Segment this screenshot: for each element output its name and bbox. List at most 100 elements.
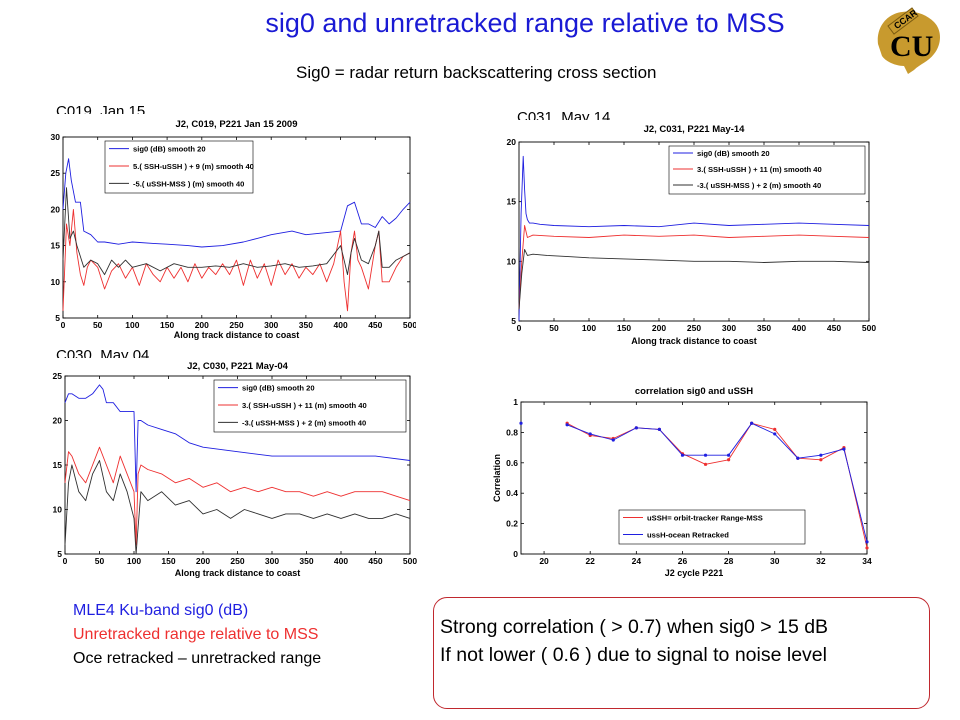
- chart-title: J2, C019, P221 Jan 15 2009: [175, 119, 297, 130]
- page-title: sig0 and unretracked range relative to M…: [265, 8, 785, 38]
- subtitle: Sig0 = radar return backscattering cross…: [296, 63, 657, 82]
- x-tick-label: 22: [585, 556, 595, 566]
- series-line: [518, 248, 870, 310]
- x-tick-label: 350: [299, 320, 313, 330]
- data-point: [588, 432, 592, 436]
- x-tick-label: 500: [403, 556, 417, 566]
- legend-label: -5.( uSSH-MSS ) (m) smooth 40: [133, 179, 244, 188]
- y-tick-label: 0.2: [506, 519, 518, 529]
- data-point: [611, 438, 615, 442]
- data-point: [703, 462, 708, 466]
- series-line: [518, 155, 870, 322]
- y-tick-label: 0: [513, 549, 518, 559]
- series-line: [64, 460, 411, 555]
- x-tick-label: 250: [687, 323, 701, 333]
- bottom-legend-sig0: MLE4 Ku-band sig0 (dB): [73, 602, 249, 619]
- x-axis-label: Along track distance to coast: [631, 336, 757, 346]
- x-tick-label: 300: [264, 320, 278, 330]
- y-tick-label: 0.4: [506, 488, 518, 498]
- x-tick-label: 150: [617, 323, 631, 333]
- y-tick-label: 25: [53, 371, 63, 381]
- legend-label: 3.( SSH-uSSH ) + 11 (m) smooth 40: [242, 401, 367, 410]
- x-tick-label: 0: [517, 323, 522, 333]
- data-point: [773, 427, 777, 431]
- series-line: [64, 446, 411, 546]
- x-tick-label: 300: [722, 323, 736, 333]
- y-axis-label: Correlation: [492, 454, 502, 502]
- legend-box: [618, 509, 806, 545]
- data-point: [634, 426, 638, 430]
- x-tick-label: 100: [125, 320, 139, 330]
- x-tick-label: 100: [127, 556, 141, 566]
- x-tick-label: 500: [862, 323, 876, 333]
- x-tick-label: 200: [195, 320, 209, 330]
- note-box: Strong correlation ( > 0.7) when sig0 > …: [433, 597, 930, 709]
- x-tick-label: 28: [724, 556, 734, 566]
- x-tick-label: 200: [196, 556, 210, 566]
- series-line: [566, 422, 868, 542]
- x-tick-label: 450: [368, 556, 382, 566]
- data-point: [773, 432, 777, 436]
- x-axis-label: J2 cycle P221: [665, 568, 724, 578]
- y-tick-label: 30: [51, 132, 61, 142]
- legend-label: ussH-ocean Retracked: [647, 531, 729, 540]
- series-line: [62, 158, 411, 248]
- x-tick-label: 20: [539, 556, 549, 566]
- x-tick-label: 400: [792, 323, 806, 333]
- data-point: [519, 421, 523, 425]
- x-tick-label: 0: [61, 320, 66, 330]
- series-line: [566, 422, 868, 549]
- logo-cu-text: CU: [890, 30, 933, 63]
- data-point: [657, 427, 661, 431]
- data-point: [819, 453, 823, 457]
- series-line: [64, 384, 411, 493]
- note-line-2: If not lower ( 0.6 ) due to signal to no…: [440, 644, 827, 666]
- x-tick-label: 400: [334, 556, 348, 566]
- data-point: [680, 453, 685, 457]
- x-tick-label: 150: [160, 320, 174, 330]
- legend-label: sig0 (dB) smooth 20: [697, 149, 770, 158]
- y-tick-label: 20: [51, 204, 61, 214]
- x-tick-label: 30: [770, 556, 780, 566]
- y-tick-label: 1: [513, 397, 518, 407]
- series-line: [62, 187, 411, 276]
- data-point: [750, 421, 754, 425]
- x-tick-label: 500: [403, 320, 416, 330]
- chart-title: correlation sig0 and uSSH: [635, 386, 753, 397]
- legend-label: sig0 (dB) smooth 20: [133, 145, 206, 154]
- x-tick-label: 0: [63, 556, 68, 566]
- data-point: [865, 540, 869, 544]
- y-tick-label: 20: [507, 137, 517, 147]
- chart-c019: J2, C019, P221 Jan 15 2009 0 50 100 150 200 25…: [36, 114, 416, 340]
- legend-label: 5.( SSH-uSSH ) + 9 (m) smooth 40: [133, 162, 254, 171]
- x-tick-label: 400: [334, 320, 348, 330]
- y-tick-label: 5: [57, 549, 62, 559]
- y-tick-label: 15: [51, 241, 61, 251]
- data-point: [819, 458, 823, 462]
- x-tick-label: 26: [678, 556, 688, 566]
- cu-buffalo-logo: CCAR CU: [877, 7, 940, 74]
- x-tick-label: 100: [582, 323, 596, 333]
- x-tick-label: 250: [229, 320, 243, 330]
- x-tick-label: 50: [95, 556, 105, 566]
- x-axis-label: Along track distance to coast: [174, 330, 300, 340]
- data-point: [842, 447, 846, 451]
- x-tick-label: 50: [93, 320, 103, 330]
- y-tick-label: 15: [53, 460, 63, 470]
- y-tick-label: 10: [53, 505, 63, 515]
- data-point: [565, 423, 569, 427]
- bottom-legend: MLE4 Ku-band sig0 (dB) Unretracked range…: [73, 599, 321, 671]
- x-tick-label: 150: [161, 556, 175, 566]
- y-tick-label: 0.8: [506, 427, 518, 437]
- chart-c031: J2, C031, P221 May-14 0 50 100 150 200 250 300 3…: [491, 120, 879, 346]
- legend-box: [213, 379, 407, 433]
- bottom-legend-range: Unretracked range relative to MSS: [73, 626, 319, 643]
- legend-box: [668, 145, 866, 195]
- x-tick-label: 350: [757, 323, 771, 333]
- legend-label: -3.( uSSH-MSS ) + 2 (m) smooth 40: [242, 418, 366, 427]
- legend-label: 3.( SSH-uSSH ) + 11 (m) smooth 40: [697, 165, 822, 174]
- legend-label: uSSH= orbit-tracker Range-MSS: [647, 514, 763, 523]
- chart-c030: J2, C030, P221 May-04 0 50 100 150 200 250 300 3…: [36, 358, 418, 578]
- series-line: [518, 225, 870, 310]
- y-tick-label: 5: [511, 316, 516, 326]
